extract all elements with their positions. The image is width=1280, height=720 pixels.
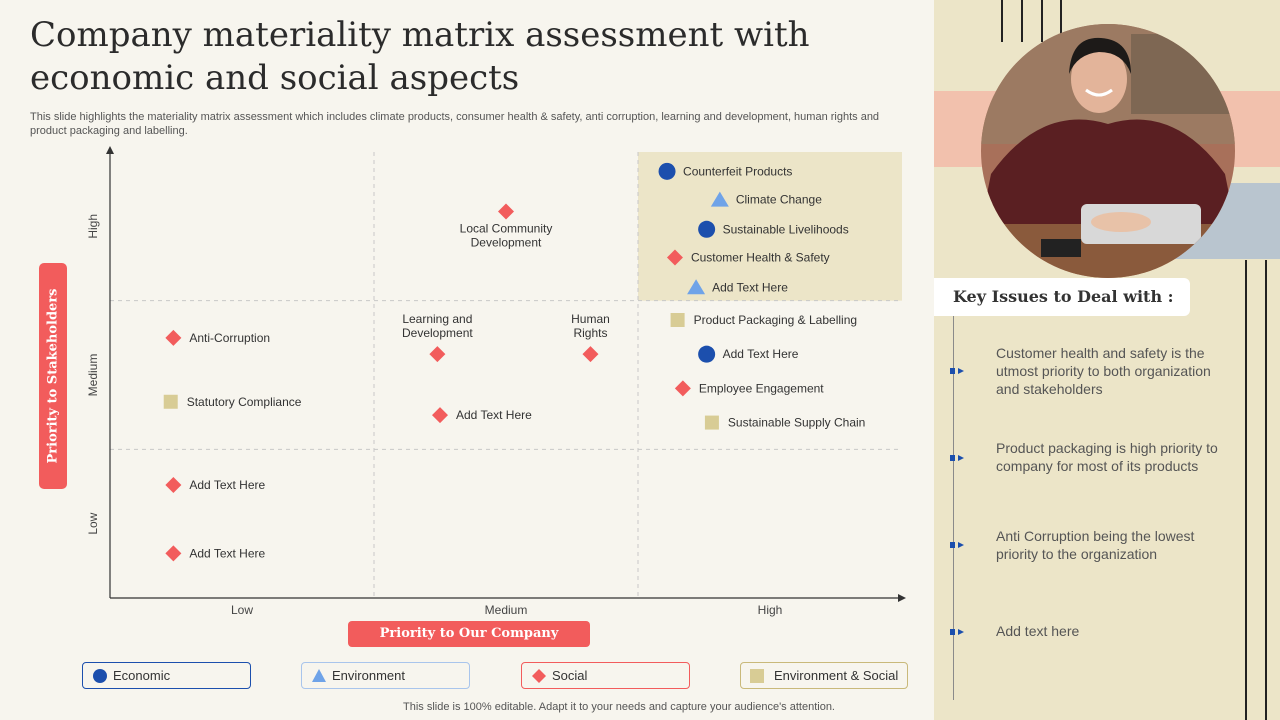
person-photo-icon bbox=[981, 24, 1235, 278]
point-label: Counterfeit Products bbox=[683, 164, 792, 178]
point-label: Human bbox=[571, 312, 610, 326]
materiality-matrix-chart: Low Medium High Low Medium High Counterfeit Pr… bbox=[86, 146, 906, 617]
y-axis-arrow-icon bbox=[106, 146, 114, 154]
point-marker-diamond bbox=[666, 249, 683, 266]
point-marker-diamond bbox=[582, 346, 599, 363]
key-issues-heading: Key Issues to Deal with : bbox=[953, 287, 1174, 306]
triangle-marker-icon bbox=[312, 669, 326, 682]
y-tick-label: High bbox=[86, 214, 100, 239]
point-marker-diamond bbox=[165, 477, 182, 494]
point-label: Rights bbox=[573, 326, 607, 340]
decor-line bbox=[1001, 0, 1003, 42]
point-marker-diamond bbox=[498, 203, 514, 220]
diamond-marker-icon bbox=[532, 669, 546, 683]
key-issue-item: Product packaging is high priority to co… bbox=[996, 440, 1218, 474]
legend-label-economic: Economic bbox=[113, 668, 171, 683]
decor-line bbox=[1021, 0, 1023, 42]
key-issues-heading-box: Key Issues to Deal with : bbox=[934, 278, 1190, 316]
y-tick-label: Medium bbox=[86, 354, 100, 397]
point-marker-square bbox=[670, 312, 685, 327]
point-marker-diamond bbox=[165, 329, 182, 346]
point-label: Product Packaging & Labelling bbox=[694, 313, 857, 327]
x-axis-arrow-icon bbox=[898, 594, 906, 602]
legend-env-social: Environment & Social bbox=[740, 662, 908, 689]
key-issue-item: Customer health and safety is the utmost… bbox=[996, 345, 1211, 397]
legend-economic: Economic bbox=[82, 662, 251, 689]
decor-line bbox=[1265, 260, 1267, 720]
point-label: Anti-Corruption bbox=[189, 331, 270, 345]
point-marker-triangle bbox=[687, 279, 706, 295]
legend-label-environment: Environment bbox=[332, 668, 405, 683]
point-label: Sustainable Livelihoods bbox=[723, 222, 849, 236]
point-label: Employee Engagement bbox=[699, 381, 824, 395]
x-axis-title-pill: Priority to Our Company bbox=[348, 621, 590, 647]
circle-marker-icon bbox=[93, 669, 107, 683]
point-marker-diamond bbox=[432, 407, 448, 424]
point-label: Development bbox=[402, 326, 473, 340]
key-issue-item: Add text here bbox=[996, 623, 1080, 639]
point-marker-diamond bbox=[429, 346, 446, 363]
decor-line bbox=[1060, 0, 1062, 42]
legend-label-social: Social bbox=[552, 668, 588, 683]
high-priority-cell bbox=[638, 152, 902, 301]
y-axis-title-pill: Priority to Stakeholders bbox=[39, 263, 67, 489]
point-marker-triangle bbox=[710, 191, 729, 207]
point-label: Climate Change bbox=[736, 193, 822, 207]
point-label: Add Text Here bbox=[189, 546, 265, 560]
point-label: Sustainable Supply Chain bbox=[728, 416, 865, 430]
point-marker-square bbox=[704, 415, 719, 430]
bullet-arrow-icon bbox=[950, 629, 964, 635]
person-photo bbox=[981, 24, 1235, 278]
slide-main: Company materiality matrix assessment wi… bbox=[30, 15, 908, 713]
x-tick-label: High bbox=[758, 603, 783, 617]
bullet-arrow-icon bbox=[950, 368, 964, 374]
point-marker-circle bbox=[698, 345, 716, 363]
point-marker-square bbox=[163, 394, 178, 409]
bullet-arrow-icon bbox=[950, 542, 964, 548]
legend-label-env-social: Environment & Social bbox=[774, 668, 899, 683]
point-label: Statutory Compliance bbox=[187, 395, 302, 409]
legend-environment: Environment bbox=[301, 662, 470, 689]
point-label: Learning and bbox=[402, 312, 472, 326]
decor-line bbox=[1245, 260, 1247, 720]
y-axis-title: Priority to Stakeholders bbox=[45, 288, 61, 464]
y-tick-label: Low bbox=[86, 512, 100, 534]
point-marker-circle bbox=[658, 162, 676, 180]
point-label: Add Text Here bbox=[723, 347, 799, 361]
bullet-arrow-icon bbox=[950, 455, 964, 461]
point-label: Add Text Here bbox=[712, 280, 788, 294]
key-issue-item: Anti Corruption being the lowest priorit… bbox=[996, 528, 1195, 562]
point-marker-circle bbox=[698, 220, 716, 238]
point-label: Add Text Here bbox=[456, 408, 532, 422]
point-label: Add Text Here bbox=[189, 478, 265, 492]
page-subtitle: This slide highlights the materiality ma… bbox=[30, 111, 880, 137]
legend-social: Social bbox=[521, 662, 690, 689]
point-label: Local Community bbox=[460, 221, 553, 235]
x-tick-label: Low bbox=[231, 603, 253, 617]
decor-line bbox=[1041, 0, 1043, 42]
point-label: Development bbox=[471, 235, 542, 249]
key-issues-timeline bbox=[953, 316, 954, 700]
x-tick-label: Medium bbox=[485, 603, 528, 617]
page-title: Company materiality matrix assessment wi… bbox=[30, 15, 810, 98]
point-label: Customer Health & Safety bbox=[691, 251, 830, 265]
point-marker-diamond bbox=[165, 545, 182, 562]
point-marker-diamond bbox=[674, 380, 691, 397]
footer-text: This slide is 100% editable. Adapt it to… bbox=[403, 701, 835, 713]
square-marker-icon bbox=[750, 669, 764, 683]
